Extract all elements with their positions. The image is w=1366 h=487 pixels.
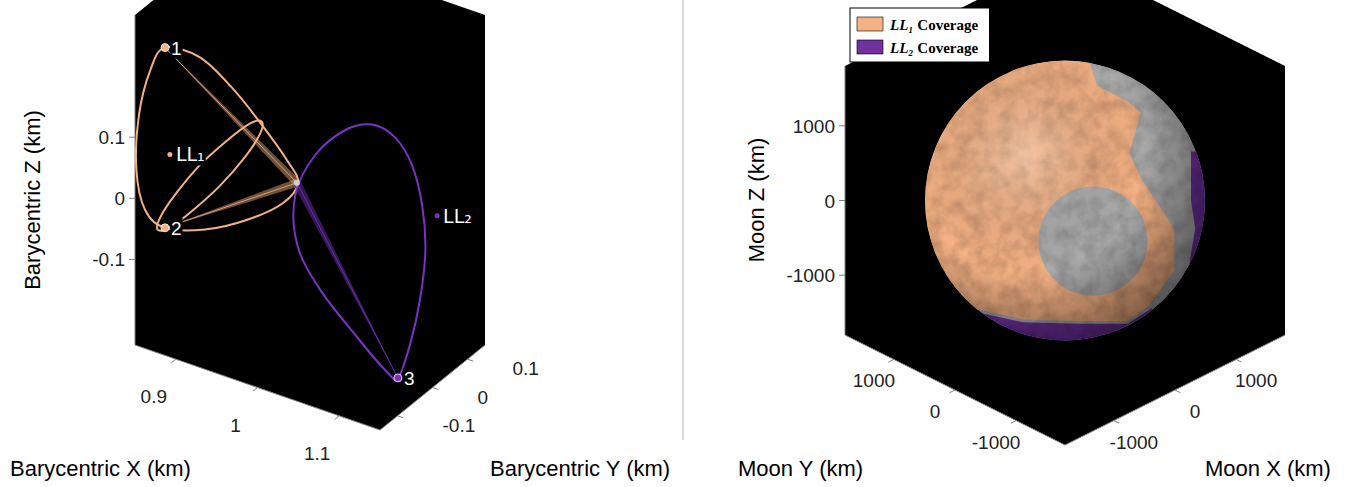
sightline [165, 183, 297, 228]
y-tick [950, 390, 955, 393]
moon-sphere [911, 47, 1219, 355]
x-axis-line [1065, 335, 1285, 445]
panel-divider [683, 0, 684, 440]
x-tick [1114, 421, 1119, 424]
point-markers [161, 44, 440, 382]
figure: 0.911.1Barycentric X (km)-0.100.1Barycen… [0, 0, 1366, 487]
z-axis-title: Moon Z (km) [744, 138, 769, 263]
sightline-fan [293, 181, 398, 378]
x-axis-line [135, 345, 380, 430]
orbit [136, 47, 298, 230]
sightline [165, 48, 297, 183]
axes-background [135, 0, 485, 430]
label-patch [170, 38, 183, 59]
libration-point [167, 152, 172, 157]
legend-label: LL₁ Coverage [889, 17, 978, 33]
z-axis-line [135, 15, 136, 345]
libration-point [435, 213, 440, 218]
y-tick-label: 0.1 [513, 358, 539, 379]
x-tick-label: 1 [230, 415, 241, 436]
legend-box [850, 8, 990, 62]
sightline [297, 183, 398, 378]
label-patch [175, 143, 206, 165]
label-patch [403, 368, 416, 389]
x-tick-label: 1.1 [304, 443, 330, 464]
x-axis-title: Moon X (km) [1205, 456, 1331, 481]
z-tick-label: 1000 [793, 116, 835, 137]
moon-surface [925, 61, 1205, 341]
z-tick [129, 137, 135, 138]
surface-shading [925, 61, 1205, 341]
y-tick-label: 0 [478, 387, 489, 408]
x-tick-label: 0.9 [141, 386, 167, 407]
point-label: 1 [171, 38, 182, 59]
z-tick-label: 0 [114, 188, 125, 209]
y-axis-title: Barycentric Y (km) [490, 456, 670, 481]
x-tick [1175, 390, 1180, 393]
y-tick-label: 0 [930, 401, 941, 422]
x-tick-label: 1000 [1235, 370, 1277, 391]
z-axis-title: Barycentric Z (km) [20, 110, 45, 290]
legend-label-part: LL₂ [889, 40, 914, 56]
y-axis-title: Moon Y (km) [738, 456, 863, 481]
z-tick [839, 125, 845, 126]
label-patch [442, 205, 473, 227]
y-tick-label: -1000 [972, 432, 1021, 453]
y-tick [468, 359, 474, 361]
label-patch [170, 218, 183, 239]
z-tick [129, 198, 135, 199]
point-labels: 1 2 3 LL₁ LL₂ [170, 38, 473, 389]
orbit [294, 124, 426, 379]
plot-area [136, 47, 425, 379]
y-tick-label: -0.1 [443, 415, 476, 436]
y-tick [889, 359, 894, 362]
y-tick-label: 1000 [853, 370, 895, 391]
x-tick [1236, 359, 1241, 362]
orbit-point [394, 374, 402, 382]
sightline-fan [165, 179, 298, 228]
moon [294, 180, 300, 186]
z-tick-label: -1000 [786, 265, 835, 286]
axes-background [845, 0, 1285, 445]
x-tick [335, 416, 340, 420]
point-label: LL₁ [176, 143, 205, 165]
point-label: 3 [404, 368, 415, 389]
legend-swatch [857, 17, 883, 31]
x-tick [171, 359, 176, 363]
y-tick [1011, 421, 1016, 424]
surface-texture [925, 61, 1205, 341]
z-tick-label: -0.1 [92, 249, 125, 270]
orbit [157, 121, 263, 231]
z-tick-label: 0 [824, 191, 835, 212]
orbit-point [161, 44, 169, 52]
z-tick [129, 259, 135, 260]
sightline-fan [165, 48, 300, 186]
y-tick [398, 416, 404, 418]
legend-label-part: LL₁ [889, 17, 914, 33]
legend-label-part: Coverage [914, 40, 979, 56]
z-tick [839, 200, 845, 201]
z-tick [839, 275, 845, 276]
y-tick [433, 388, 439, 390]
x-tick [253, 388, 258, 392]
x-tick-label: 0 [1190, 401, 1201, 422]
y-axis-line [845, 335, 1065, 445]
point-label: 2 [171, 218, 182, 239]
legend: LL₁ CoverageLL₂ Coverage [850, 8, 990, 62]
x-axis-title: Barycentric X (km) [10, 456, 191, 481]
legend-label-part: Coverage [914, 17, 979, 33]
orbit-point [161, 224, 169, 232]
legend-label: LL₂ Coverage [889, 40, 978, 56]
z-tick-label: 0.1 [99, 127, 125, 148]
x-tick-label: -1000 [1110, 432, 1159, 453]
legend-swatch [857, 40, 883, 54]
point-label: LL₂ [443, 205, 472, 227]
